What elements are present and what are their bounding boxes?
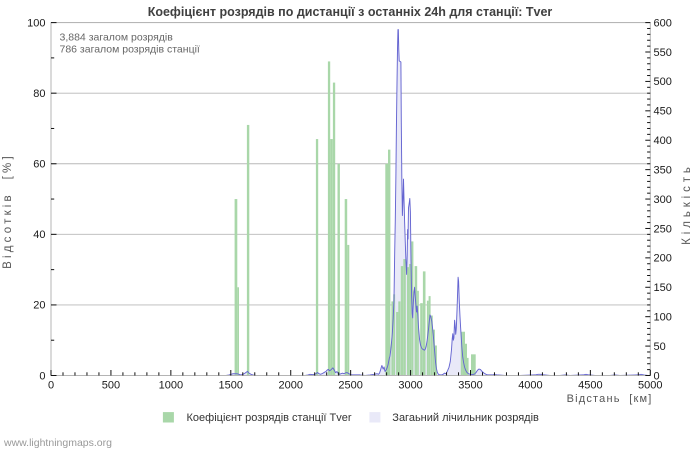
svg-text:600: 600 xyxy=(654,17,672,29)
svg-text:Відстань [км]: Відстань [км] xyxy=(567,393,653,405)
svg-text:3000: 3000 xyxy=(398,380,422,392)
svg-text:350: 350 xyxy=(654,164,672,176)
svg-text:5000: 5000 xyxy=(638,380,662,392)
svg-text:2000: 2000 xyxy=(278,380,302,392)
svg-text:www.lightningmaps.org: www.lightningmaps.org xyxy=(3,437,112,449)
svg-text:300: 300 xyxy=(654,194,672,206)
svg-text:4000: 4000 xyxy=(518,380,542,392)
svg-text:500: 500 xyxy=(654,76,672,88)
svg-text:0: 0 xyxy=(48,380,54,392)
svg-text:0: 0 xyxy=(39,370,45,382)
svg-text:150: 150 xyxy=(654,282,672,294)
svg-text:450: 450 xyxy=(654,106,672,118)
svg-text:Відсотків [%]: Відсотків [%] xyxy=(2,153,14,269)
svg-text:786 загалом розрядів станції: 786 загалом розрядів станції xyxy=(60,44,200,56)
svg-text:500: 500 xyxy=(102,380,120,392)
svg-text:40: 40 xyxy=(33,229,45,241)
svg-text:Загаьний лічильник розрядів: Загаьний лічильник розрядів xyxy=(392,412,539,424)
svg-text:Коефіцієнт розрядів станції Tv: Коефіцієнт розрядів станції Tver xyxy=(187,412,352,424)
svg-text:400: 400 xyxy=(654,135,672,147)
svg-text:0: 0 xyxy=(654,370,660,382)
svg-text:100: 100 xyxy=(654,311,672,323)
svg-text:50: 50 xyxy=(654,341,666,353)
svg-text:20: 20 xyxy=(33,300,45,312)
svg-text:100: 100 xyxy=(27,17,45,29)
svg-text:Кількість: Кількість xyxy=(681,163,693,245)
svg-text:250: 250 xyxy=(654,223,672,235)
svg-text:1500: 1500 xyxy=(219,380,243,392)
svg-text:Коефіцієнт розрядів по дистанц: Коефіцієнт розрядів по дистанції з остан… xyxy=(148,5,553,19)
svg-text:80: 80 xyxy=(33,88,45,100)
svg-text:4500: 4500 xyxy=(578,380,602,392)
svg-text:2500: 2500 xyxy=(338,380,362,392)
svg-text:60: 60 xyxy=(33,159,45,171)
svg-text:550: 550 xyxy=(654,47,672,59)
svg-text:1000: 1000 xyxy=(159,380,183,392)
svg-text:200: 200 xyxy=(654,253,672,265)
svg-text:3,884 загалом розрядів: 3,884 загалом розрядів xyxy=(60,32,174,44)
svg-text:3500: 3500 xyxy=(458,380,482,392)
